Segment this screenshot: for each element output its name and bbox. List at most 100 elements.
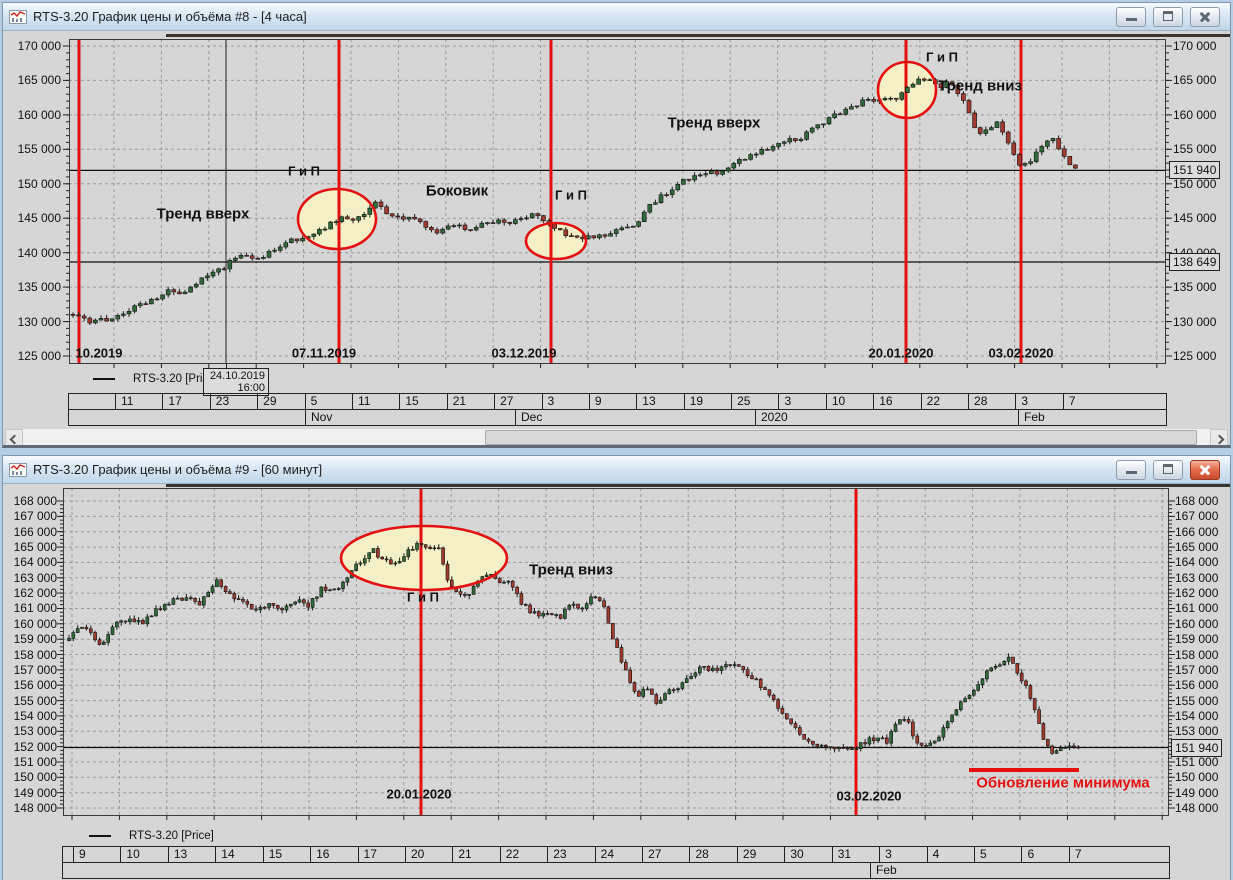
- y-axis-label: 165 000: [1175, 540, 1219, 554]
- price-chart-60m[interactable]: Г и П Тренд вниз Обновление минимума 20.01.…: [57, 488, 1175, 820]
- y-axis-label: 150 000: [1173, 177, 1217, 191]
- date-cell: 6: [1021, 847, 1068, 862]
- date-cell: 31: [831, 847, 879, 862]
- date-cell: [69, 394, 115, 409]
- price-marker: 138 649: [1169, 253, 1221, 271]
- scroll-right-button[interactable]: [1210, 429, 1228, 445]
- y-axis-label: 155 000: [1173, 142, 1217, 156]
- date-cell: 15: [399, 394, 446, 409]
- window-controls: [1116, 459, 1220, 480]
- y-axis-left: 170 000 165 000 160 000 155 000 150 000 145 0…: [3, 31, 61, 445]
- date-cell: 27: [642, 847, 689, 862]
- date-cell: 7: [1068, 847, 1169, 862]
- date-cell: [63, 847, 73, 862]
- y-axis-label: 150 000: [17, 177, 61, 191]
- minimize-icon: [1125, 17, 1137, 21]
- y-axis-right: 170 000 165 000 160 000 155 000 150 000 145 0…: [1173, 31, 1230, 445]
- date-cell: 10: [825, 394, 873, 409]
- date-cell: 24: [594, 847, 642, 862]
- y-axis-right: 168 000 167 000 166 000 165 000 164 000 163 0…: [1175, 484, 1230, 880]
- crosshair-tooltip: 24.10.2019 16:00: [203, 368, 269, 396]
- restore-icon: [1163, 10, 1173, 21]
- chevron-left-icon: [9, 434, 19, 445]
- y-axis-label: 125 000: [1173, 349, 1217, 363]
- annotation-label: 20.01.2020: [868, 345, 934, 361]
- date-cell: 5: [304, 394, 352, 409]
- tooltip-time: 16:00: [237, 382, 265, 394]
- y-axis-label: 152 000: [13, 740, 57, 754]
- date-cell: 10: [120, 847, 167, 862]
- y-axis-label: 153 000: [13, 724, 57, 738]
- y-axis-label: 130 000: [1173, 315, 1217, 329]
- date-cell: 3: [1015, 394, 1062, 409]
- date-cell: 16: [310, 847, 357, 862]
- month-cell: Feb: [1018, 410, 1166, 426]
- minimize-button[interactable]: [1116, 6, 1146, 27]
- y-axis-label: 160 000: [1173, 108, 1217, 122]
- date-cell: 3: [778, 394, 825, 409]
- y-axis-label: 151 000: [13, 755, 57, 769]
- date-cell: 13: [167, 847, 215, 862]
- y-axis-label: 170 000: [1173, 39, 1217, 53]
- legend: RTS-3.20 [Price]: [93, 367, 218, 391]
- date-axis: 11 17 23 29 5 11 15 21 27 3 9 13 19 25 3 10 16 22 28 3 7 Nov D…: [68, 393, 1167, 426]
- y-axis-label: 149 000: [1175, 786, 1219, 800]
- minimize-icon: [1125, 470, 1137, 474]
- date-cell: 29: [257, 394, 304, 409]
- restore-button[interactable]: [1153, 6, 1183, 27]
- date-cell: 7: [1062, 394, 1166, 409]
- annotation-label: 03.02.2020: [988, 345, 1054, 361]
- month-cell: Nov: [305, 410, 515, 426]
- y-axis-label: 168 000: [1175, 494, 1219, 508]
- date-cell: 30: [784, 847, 831, 862]
- y-axis-label: 162 000: [13, 586, 57, 600]
- scrollbar-thumb[interactable]: [485, 430, 1197, 445]
- date-cell: 28: [968, 394, 1015, 409]
- scroll-left-button[interactable]: [5, 429, 23, 445]
- h-scrollbar[interactable]: [5, 429, 1228, 445]
- y-axis-label: 161 000: [1175, 601, 1219, 615]
- date-cell: 21: [446, 394, 494, 409]
- annotation-label: Тренд вверх: [667, 114, 761, 132]
- price-chart-4h[interactable]: Тренд вверх Г и П Боковик Г и П Тренд вверх Г…: [63, 39, 1172, 368]
- y-axis-label: 160 000: [17, 108, 61, 122]
- month-cell: [69, 410, 305, 426]
- annotation-label: 03.12.2019: [491, 345, 557, 361]
- y-axis-label: 160 000: [13, 617, 57, 631]
- legend: RTS-3.20 [Price]: [89, 824, 214, 848]
- date-cell: 22: [920, 394, 968, 409]
- y-axis-left: 168 000 167 000 166 000 165 000 164 000 163 0…: [3, 484, 57, 880]
- titlebar-60m[interactable]: RTS-3.20 График цены и объёма #9 - [60 м…: [3, 456, 1230, 484]
- minimize-button[interactable]: [1116, 459, 1146, 480]
- y-axis-label: 162 000: [1175, 586, 1219, 600]
- annotation-label: Боковик: [425, 182, 489, 200]
- y-axis-label: 165 000: [1173, 73, 1217, 87]
- close-button[interactable]: [1190, 459, 1220, 480]
- series-line-sample: [93, 378, 115, 380]
- crosshair-extension: [226, 364, 227, 369]
- date-cell: 11: [115, 394, 162, 409]
- close-icon: [1191, 8, 1219, 26]
- close-button[interactable]: [1190, 6, 1220, 27]
- chart-body-60m: Г и П Тренд вниз Обновление минимума 20.01.…: [3, 484, 1230, 880]
- legend-label: RTS-3.20 [Price]: [133, 373, 218, 385]
- y-axis-label: 155 000: [1175, 694, 1219, 708]
- series-line-sample: [89, 835, 111, 837]
- date-cell: 9: [73, 847, 120, 862]
- pane-top-border: [166, 484, 1230, 487]
- window-controls: [1116, 6, 1220, 27]
- date-cell: 11: [351, 394, 399, 409]
- date-cell: 4: [926, 847, 974, 862]
- y-axis-label: 157 000: [13, 663, 57, 677]
- date-cell: 23: [209, 394, 257, 409]
- close-icon: [1191, 461, 1219, 479]
- annotation-label: Тренд вниз: [529, 561, 613, 579]
- y-axis-label: 156 000: [13, 678, 57, 692]
- date-cell: 5: [974, 847, 1021, 862]
- restore-button[interactable]: [1153, 459, 1183, 480]
- window-title: RTS-3.20 График цены и объёма #8 - [4 ча…: [33, 9, 307, 24]
- titlebar-4h[interactable]: RTS-3.20 График цены и объёма #8 - [4 ча…: [3, 3, 1230, 31]
- month-cell: Dec: [515, 410, 755, 426]
- y-axis-label: 170 000: [17, 39, 61, 53]
- y-axis-label: 150 000: [1175, 770, 1219, 784]
